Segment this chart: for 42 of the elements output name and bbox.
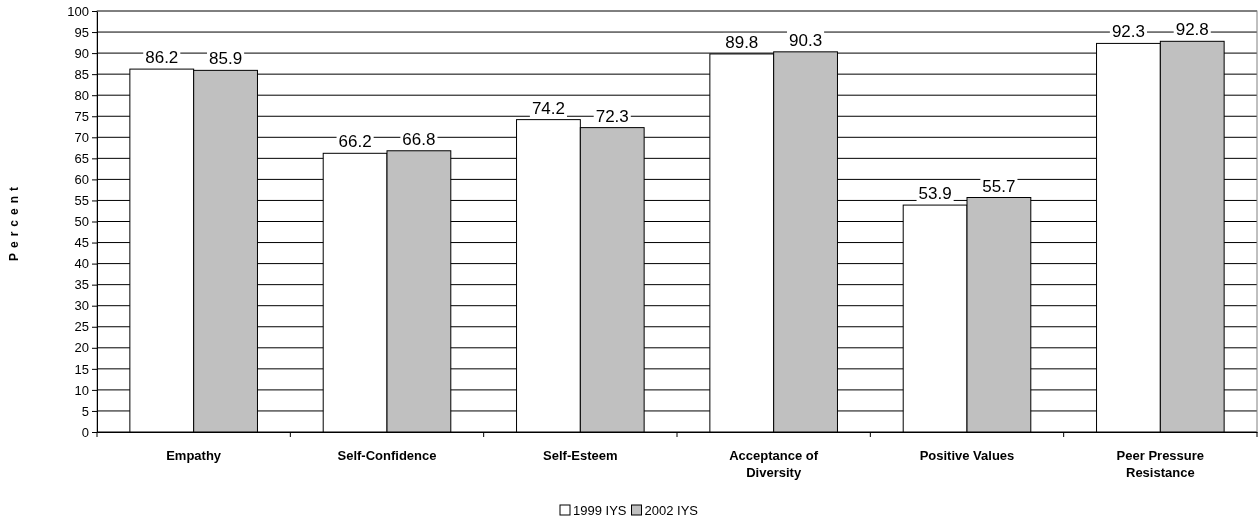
y-tick-label: 20 [74, 340, 89, 356]
y-tick-label: 40 [74, 256, 89, 272]
y-tick-label: 70 [74, 129, 89, 145]
y-tick-label: 30 [74, 298, 89, 314]
legend-label: 1999 IYS [573, 503, 627, 518]
y-tick-label: 10 [74, 382, 89, 398]
y-tick-label: 15 [74, 361, 89, 377]
y-tick-label: 50 [74, 214, 89, 230]
y-tick-label: 25 [74, 319, 89, 335]
y-tick-label: 60 [74, 172, 89, 188]
data-label: 72.3 [595, 106, 629, 126]
data-label: 55.7 [982, 176, 1016, 196]
data-label: 66.8 [402, 129, 436, 149]
data-label: 92.3 [1111, 22, 1145, 42]
data-label: 86.2 [145, 48, 179, 68]
y-tick-label: 80 [74, 87, 89, 103]
x-tick-label: Self-Esteem [543, 448, 618, 463]
y-axis-title: Percent [7, 181, 21, 262]
data-label: 90.3 [789, 30, 823, 50]
x-tick-label: Self-Confidence [337, 448, 437, 463]
y-tick-label: 55 [74, 193, 89, 209]
y-tick-label: 0 [81, 424, 89, 440]
legend-label: 2002 IYS [644, 503, 699, 518]
x-tick-label: Acceptance of Diversity [729, 448, 819, 480]
data-label: 66.2 [338, 132, 372, 152]
x-tick-label: Peer Pressure Resistance [1116, 448, 1205, 480]
y-tick-label: 90 [74, 45, 89, 61]
x-tick-label: Positive Values [919, 448, 1015, 463]
data-label: 53.9 [918, 184, 952, 204]
y-tick-label: 100 [67, 3, 89, 19]
y-tick-label: 35 [74, 277, 89, 293]
data-label: 85.9 [209, 49, 243, 69]
y-tick-label: 75 [74, 108, 89, 124]
x-tick-label: Empathy [166, 448, 222, 463]
data-label: 92.8 [1175, 20, 1209, 40]
data-label: 74.2 [531, 98, 565, 118]
y-tick-label: 85 [74, 66, 89, 82]
y-tick-label: 95 [74, 24, 89, 40]
data-label: 89.8 [725, 32, 759, 52]
y-tick-label: 5 [81, 403, 89, 419]
y-tick-label: 45 [74, 235, 89, 251]
y-tick-label: 65 [74, 151, 89, 167]
